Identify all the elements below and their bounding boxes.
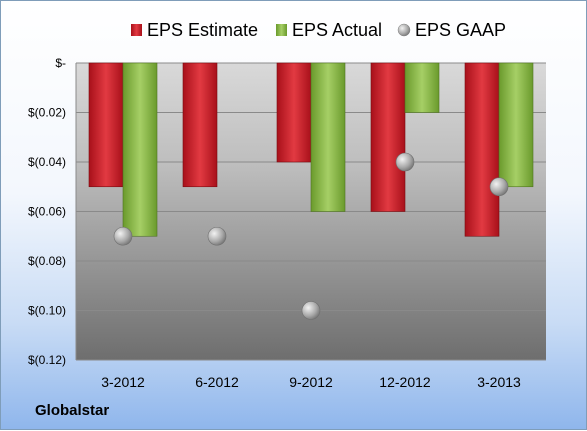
y-tick-label: $- [55,56,66,70]
y-tick-label: $(0.08) [28,254,66,268]
bar-eps-estimate [88,62,124,188]
y-tick-label: $(0.06) [28,205,66,219]
legend-eps-gaap-label: EPS GAAP [415,20,506,40]
bar-eps-actual [122,62,158,237]
bar-eps-actual [310,62,346,212]
legend-eps-estimate-swatch [131,24,142,36]
marker-eps-gaap [395,152,415,172]
marker-eps-gaap [301,301,321,320]
bar-eps-estimate [464,62,500,237]
marker-eps-gaap [113,226,133,246]
bar-eps-actual [498,62,534,188]
legend-eps-actual-swatch [276,24,287,36]
legend-eps-estimate-label: EPS Estimate [147,20,258,40]
marker-eps-gaap [489,177,509,197]
company-name: Globalstar [35,402,110,419]
y-tick-label: $(0.10) [28,304,66,318]
x-tick-label: 3-2013 [477,374,521,390]
x-tick-label: 3-2012 [101,374,145,390]
x-tick-label: 9-2012 [289,374,333,390]
bar-eps-estimate [182,62,218,188]
marker-eps-gaap [207,226,227,246]
bar-eps-estimate [370,62,406,212]
x-tick-label: 6-2012 [195,374,239,390]
y-tick-label: $(0.12) [28,353,66,367]
y-tick-label: $(0.02) [28,106,66,120]
bar-eps-actual [404,62,440,113]
y-tick-label: $(0.04) [28,155,66,169]
legend-eps-gaap-swatch [397,23,411,37]
legend-eps-actual-label: EPS Actual [292,20,382,40]
bar-eps-estimate [276,62,312,163]
x-tick-label: 12-2012 [379,374,431,390]
